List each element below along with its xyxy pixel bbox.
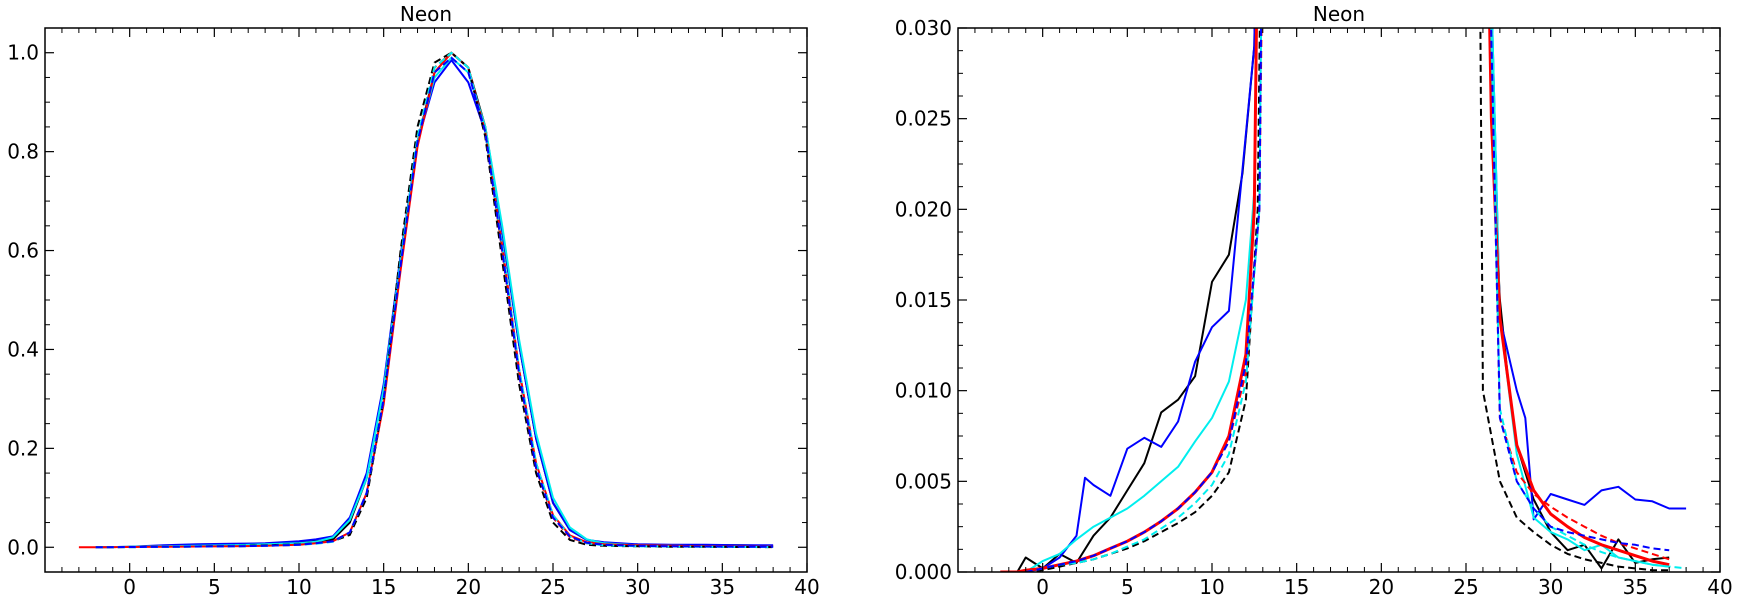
series-line-1: [95, 51, 774, 549]
series-line-4: [1000, 28, 1670, 572]
x-tick-label: 30: [625, 575, 650, 599]
x-tick-label: 5: [208, 575, 221, 599]
series-line-6: [1025, 28, 1670, 572]
x-tick-label: 15: [371, 575, 396, 599]
x-tick-label: 10: [286, 575, 311, 599]
x-tick-label: 0: [123, 575, 136, 599]
series-line-4: [78, 51, 774, 549]
y-tick-label: 0.030: [895, 16, 952, 40]
y-tick-label: 0.6: [7, 239, 39, 263]
chart-panel-2: 0 5 10 15 20 25 30 35 40 0.000 0.005 0.010 0.015 0.02…: [895, 2, 1733, 599]
y-tick-label: 0.015: [895, 288, 952, 312]
x-tick-label: 25: [540, 575, 565, 599]
x-tick-label: 10: [1199, 575, 1224, 599]
x-tick-label: 20: [456, 575, 481, 599]
x-tick-label: 40: [1707, 575, 1732, 599]
series-line-2: [1025, 28, 1687, 572]
y-tick-label: 0.4: [7, 337, 39, 361]
x-tick-label: 0: [1036, 575, 1049, 599]
series-line-8: [95, 56, 774, 549]
y-tick-label: 0.010: [895, 379, 952, 403]
series-line-7: [1025, 28, 1687, 572]
series-line-5: [1025, 28, 1670, 572]
plot-area: [1000, 28, 1687, 572]
y-tick-label: 0.2: [7, 436, 39, 460]
x-tick-label: 25: [1453, 575, 1478, 599]
x-tick-label: 40: [794, 575, 819, 599]
chart-title: Neon: [1313, 2, 1365, 26]
series-line-6: [95, 51, 774, 549]
y-tick-label: 0.000: [895, 560, 952, 584]
x-tick-label: 35: [710, 575, 735, 599]
x-tick-label: 5: [1121, 575, 1134, 599]
x-tick-label: 15: [1284, 575, 1309, 599]
x-tick-label: 30: [1538, 575, 1563, 599]
x-tick-label: 20: [1369, 575, 1394, 599]
series-line-5: [95, 51, 774, 549]
x-tick-label: 35: [1623, 575, 1648, 599]
series-line-1: [1016, 28, 1670, 572]
series-line-7: [95, 51, 774, 549]
series-line-8: [1025, 28, 1670, 572]
y-tick-label: 0.025: [895, 107, 952, 131]
chart-panel-1: 0 5 10 15 20 25 30 35 40 0.0 0.2 0.4 0.6 0.8 1.0 Neon: [7, 2, 820, 599]
y-tick-label: 1.0: [7, 41, 39, 65]
y-tick-label: 0.005: [895, 469, 952, 493]
plot-area: [78, 51, 774, 549]
y-tick-label: 0.0: [7, 535, 39, 559]
y-tick-label: 0.8: [7, 140, 39, 164]
chart-title: Neon: [400, 2, 452, 26]
y-tick-label: 0.020: [895, 197, 952, 221]
series-line-3: [95, 56, 774, 549]
series-line-2: [95, 59, 774, 549]
series-line-3: [1025, 28, 1670, 572]
